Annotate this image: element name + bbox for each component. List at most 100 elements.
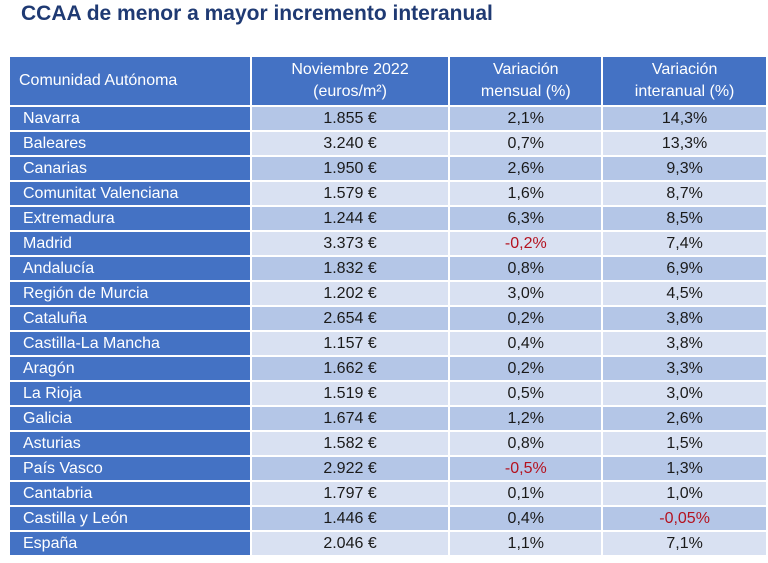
monthly-change-cell: 0,8% (450, 257, 602, 280)
price-cell: 1.950 € (251, 157, 449, 180)
monthly-change-cell: 0,5% (450, 382, 602, 405)
region-cell: Cataluña (10, 307, 250, 330)
header-price-line-1: Noviembre 2022 (291, 61, 409, 78)
header-price-line-2: (euros/m²) (313, 83, 387, 100)
price-cell: 1.579 € (251, 182, 449, 205)
yearly-change-cell: 1,5% (603, 432, 766, 455)
price-cell: 1.832 € (251, 257, 449, 280)
price-cell: 1.674 € (251, 407, 449, 430)
regional-price-table: Comunidad Autónoma Noviembre 2022 (euros… (8, 55, 768, 557)
table-row: Extremadura 1.244 €6,3% 8,5% (10, 207, 766, 230)
region-cell: Comunitat Valenciana (10, 182, 250, 205)
price-cell: 3.240 € (251, 132, 449, 155)
monthly-change-cell: 0,4% (450, 507, 602, 530)
yearly-change-cell: 1,3% (603, 457, 766, 480)
region-cell: Extremadura (10, 207, 250, 230)
region-cell: Madrid (10, 232, 250, 255)
yearly-change-cell: 7,4% (603, 232, 766, 255)
table-row: Canarias 1.950 €2,6% 9,3% (10, 157, 766, 180)
monthly-change-cell: -0,2% (450, 232, 602, 255)
monthly-change-cell: 0,8% (450, 432, 602, 455)
header-yearly-line-2: interanual (%) (634, 83, 735, 100)
price-cell: 3.373 € (251, 232, 449, 255)
table-row: La Rioja 1.519 €0,5% 3,0% (10, 382, 766, 405)
region-cell: Aragón (10, 357, 250, 380)
table-row: Cantabria 1.797 €0,1% 1,0% (10, 482, 766, 505)
price-cell: 1.855 € (251, 107, 449, 130)
table-row: España 2.046 €1,1% 7,1% (10, 532, 766, 555)
price-cell: 2.922 € (251, 457, 449, 480)
region-cell: Baleares (10, 132, 250, 155)
monthly-change-cell: 1,1% (450, 532, 602, 555)
yearly-change-cell: 3,8% (603, 332, 766, 355)
price-cell: 1.157 € (251, 332, 449, 355)
yearly-change-cell: 3,3% (603, 357, 766, 380)
monthly-change-cell: 2,6% (450, 157, 602, 180)
region-cell: Castilla y León (10, 507, 250, 530)
region-cell: La Rioja (10, 382, 250, 405)
table-row: Andalucía 1.832 €0,8% 6,9% (10, 257, 766, 280)
monthly-change-cell: 6,3% (450, 207, 602, 230)
monthly-change-cell: 0,2% (450, 307, 602, 330)
header-yearly-line-1: Variación (651, 61, 718, 78)
price-cell: 1.519 € (251, 382, 449, 405)
yearly-change-cell: 14,3% (603, 107, 766, 130)
yearly-change-cell: 2,6% (603, 407, 766, 430)
header-region: Comunidad Autónoma (10, 57, 250, 105)
monthly-change-cell: -0,5% (450, 457, 602, 480)
table-row: Región de Murcia 1.202 €3,0% 4,5% (10, 282, 766, 305)
monthly-change-cell: 0,4% (450, 332, 602, 355)
table-row: Asturias 1.582 €0,8% 1,5% (10, 432, 766, 455)
yearly-change-cell: 13,3% (603, 132, 766, 155)
yearly-change-cell: 9,3% (603, 157, 766, 180)
yearly-change-cell: 8,7% (603, 182, 766, 205)
yearly-change-cell: 4,5% (603, 282, 766, 305)
table-row: Cataluña 2.654 €0,2% 3,8% (10, 307, 766, 330)
price-cell: 1.446 € (251, 507, 449, 530)
price-cell: 2.046 € (251, 532, 449, 555)
monthly-change-cell: 0,2% (450, 357, 602, 380)
header-price: Noviembre 2022 (euros/m²) (251, 57, 449, 105)
region-cell: España (10, 532, 250, 555)
table-row: Madrid 3.373 € -0,2% 7,4% (10, 232, 766, 255)
table-row: Castilla-La Mancha 1.157 €0,4% 3,8% (10, 332, 766, 355)
price-cell: 1.797 € (251, 482, 449, 505)
region-cell: Navarra (10, 107, 250, 130)
monthly-change-cell: 1,2% (450, 407, 602, 430)
yearly-change-cell: 3,0% (603, 382, 766, 405)
table-row: Castilla y León 1.446 €0,4% -0,05% (10, 507, 766, 530)
table-body: Navarra 1.855 €2,1% 14,3% Baleares 3.240 €0,… (10, 107, 766, 555)
table-row: Aragón 1.662 €0,2% 3,3% (10, 357, 766, 380)
region-cell: Región de Murcia (10, 282, 250, 305)
table-row: País Vasco 2.922 € -0,5% 1,3% (10, 457, 766, 480)
table-row: Navarra 1.855 €2,1% 14,3% (10, 107, 766, 130)
region-cell: Cantabria (10, 482, 250, 505)
region-cell: Canarias (10, 157, 250, 180)
region-cell: Castilla-La Mancha (10, 332, 250, 355)
yearly-change-cell: 3,8% (603, 307, 766, 330)
header-monthly: Variación mensual (%) (450, 57, 602, 105)
region-cell: Andalucía (10, 257, 250, 280)
yearly-change-cell: 6,9% (603, 257, 766, 280)
yearly-change-cell: -0,05% (603, 507, 766, 530)
header-yearly: Variación interanual (%) (603, 57, 766, 105)
region-cell: Asturias (10, 432, 250, 455)
region-cell: País Vasco (10, 457, 250, 480)
price-cell: 2.654 € (251, 307, 449, 330)
monthly-change-cell: 0,1% (450, 482, 602, 505)
price-cell: 1.662 € (251, 357, 449, 380)
yearly-change-cell: 1,0% (603, 482, 766, 505)
table-row: Comunitat Valenciana 1.579 €1,6% 8,7% (10, 182, 766, 205)
yearly-change-cell: 7,1% (603, 532, 766, 555)
page-title: CCAA de menor a mayor incremento interan… (21, 2, 493, 25)
header-monthly-line-1: Variación (493, 61, 559, 78)
table-row: Baleares 3.240 €0,7% 13,3% (10, 132, 766, 155)
monthly-change-cell: 3,0% (450, 282, 602, 305)
monthly-change-cell: 0,7% (450, 132, 602, 155)
monthly-change-cell: 1,6% (450, 182, 602, 205)
region-cell: Galicia (10, 407, 250, 430)
monthly-change-cell: 2,1% (450, 107, 602, 130)
price-cell: 1.244 € (251, 207, 449, 230)
price-cell: 1.582 € (251, 432, 449, 455)
header-monthly-line-2: mensual (%) (480, 83, 571, 100)
